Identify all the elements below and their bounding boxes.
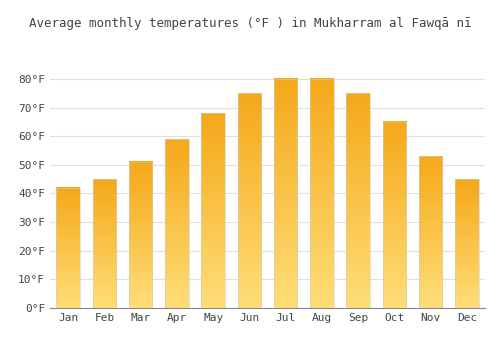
Bar [202, 113, 225, 308]
Bar [382, 122, 406, 308]
Bar [238, 93, 261, 308]
Bar [419, 156, 442, 308]
Bar [56, 188, 80, 308]
Bar [274, 79, 297, 308]
Bar [455, 179, 478, 308]
Bar [346, 93, 370, 308]
Bar [310, 79, 334, 308]
Text: Average monthly temperatures (°F ) in Mukharram al Fawqā nī: Average monthly temperatures (°F ) in Mu… [29, 18, 471, 30]
Bar [92, 179, 116, 308]
Bar [129, 162, 152, 308]
Bar [165, 139, 188, 308]
